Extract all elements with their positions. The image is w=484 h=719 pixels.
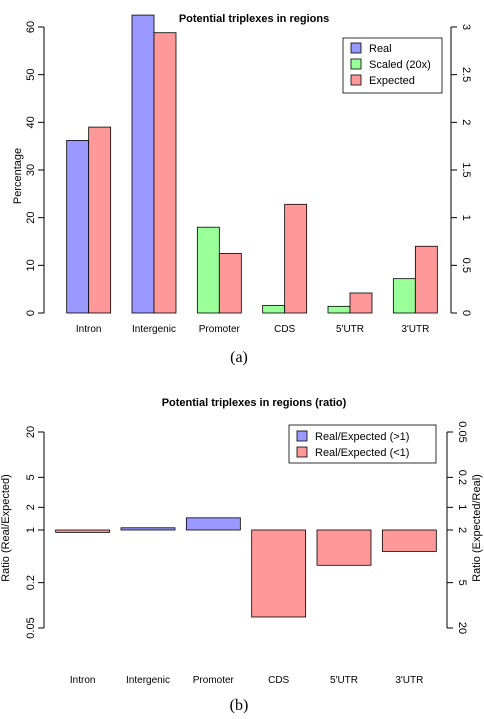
chart-b-bar	[381, 529, 437, 552]
chart-a-bar	[349, 292, 373, 314]
chart-a-legend: Real Scaled (20x) Expected	[342, 37, 443, 94]
chart-b-axes: 0.05 0.2 1 2 5 20 20 5 2 1 0.2 0.05 Intron Intergenic…	[25, 421, 468, 686]
chart-b-bar	[251, 529, 307, 618]
chart-b-bar	[120, 527, 176, 531]
chart-a-ytick-label: 50	[25, 69, 37, 81]
chart-a-ylabel: Percentage	[12, 148, 24, 204]
chart-b-category-label: Intergenic	[126, 675, 170, 686]
chart-b: Potential triplexes in regions (ratio) R…	[0, 397, 483, 714]
chart-a-bar	[262, 304, 286, 314]
chart-a-caption: (a)	[230, 349, 248, 366]
chart-b-legend: Real/Expected (>1) Real/Expected (<1)	[288, 424, 437, 464]
chart-b-legend-box	[288, 424, 437, 464]
chart-b-category-label: 5'UTR	[330, 675, 358, 686]
chart-b-y2tick-label: 5	[456, 580, 468, 586]
chart-b-bars	[55, 517, 437, 618]
chart-b-category-label: 3'UTR	[395, 675, 423, 686]
chart-a-category-label: Promoter	[199, 324, 241, 335]
chart-a-ytick-label: 40	[25, 116, 37, 128]
chart-a-category-label: CDS	[274, 324, 295, 335]
chart-a-y2tick-label: 2	[460, 119, 472, 125]
chart-a-y2tick-label: 1.5	[460, 162, 472, 177]
chart-a: Potential triplexes in regions Percentag…	[12, 13, 472, 366]
chart-b-ytick-label: 5	[25, 474, 37, 480]
chart-a-y2tick-label: 2.5	[460, 67, 472, 82]
chart-b-y2tick-label: 20	[456, 622, 468, 634]
chart-a-bar	[66, 140, 90, 314]
chart-b-ytick-label: 0.2	[25, 575, 37, 590]
chart-a-y2tick-label: 0.5	[460, 258, 472, 273]
chart-b-y2tick-label: 0.05	[456, 421, 468, 442]
chart-a-ytick-label: 0	[25, 310, 37, 316]
chart-b-legend-label: Real/Expected (>1)	[315, 431, 409, 443]
chart-a-bar	[131, 14, 155, 314]
chart-a-legend-swatch	[350, 58, 362, 70]
chart-a-y2tick-label: 1	[460, 215, 472, 221]
chart-b-category-label: CDS	[268, 675, 289, 686]
chart-a-bars	[66, 14, 438, 314]
chart-a-bar	[88, 126, 112, 314]
chart-b-ytick-label: 2	[25, 504, 37, 510]
chart-b-caption: (b)	[230, 697, 249, 714]
chart-a-y2tick-label: 3	[460, 24, 472, 30]
chart-b-ylabel: Ratio (Real/Expected)	[0, 474, 12, 582]
chart-a-ytick-label: 60	[25, 21, 37, 33]
chart-a-legend-label: Real	[369, 43, 392, 55]
chart-b-category-label: Intron	[70, 675, 96, 686]
chart-b-title: Potential triplexes in regions (ratio)	[162, 397, 347, 409]
chart-a-bar	[196, 226, 220, 314]
chart-b-ytick-label: 20	[25, 426, 37, 438]
chart-b-legend-swatch	[296, 430, 308, 442]
chart-b-bar	[55, 529, 111, 533]
chart-a-ytick-label: 30	[25, 164, 37, 176]
chart-b-legend-swatch	[296, 446, 308, 458]
chart-a-axes: 0 10 20 30 40 50 60 0 0.5 1 1.5 2 2.5 3 Intron Intergen…	[25, 21, 472, 335]
chart-a-category-label: 5'UTR	[336, 324, 364, 335]
chart-a-title: Potential triplexes in regions	[179, 13, 329, 25]
chart-b-category-label: Promoter	[193, 675, 235, 686]
chart-b-y2tick-label: 1	[456, 504, 468, 510]
chart-a-category-label: Intergenic	[132, 324, 176, 335]
chart-a-bar	[327, 305, 351, 314]
chart-b-legend-label: Real/Expected (<1)	[315, 447, 409, 459]
chart-a-legend-swatch	[350, 74, 362, 86]
chart-a-category-label: Intron	[76, 324, 102, 335]
chart-a-bar	[284, 203, 308, 314]
chart-a-bar	[392, 278, 416, 314]
chart-a-ytick-label: 10	[25, 259, 37, 271]
chart-a-legend-label: Expected	[369, 75, 415, 87]
chart-b-bar	[185, 517, 241, 531]
chart-a-bar	[218, 253, 242, 314]
chart-b-bar	[316, 529, 372, 566]
chart-b-y2label: Ratio (Expected/Real)	[471, 474, 483, 582]
chart-b-y2tick-label: 2	[456, 527, 468, 533]
chart-a-bar	[414, 245, 438, 314]
chart-a-ytick-label: 20	[25, 212, 37, 224]
chart-a-category-label: 3'UTR	[401, 324, 429, 335]
chart-a-bar	[153, 32, 177, 314]
chart-b-ytick-label: 1	[25, 527, 37, 533]
chart-b-y2tick-label: 0.2	[456, 470, 468, 485]
chart-a-legend-swatch	[350, 42, 362, 54]
chart-a-legend-label: Scaled (20x)	[369, 59, 431, 71]
chart-a-y2tick-label: 0	[460, 310, 472, 316]
chart-b-ytick-label: 0.05	[25, 617, 37, 638]
